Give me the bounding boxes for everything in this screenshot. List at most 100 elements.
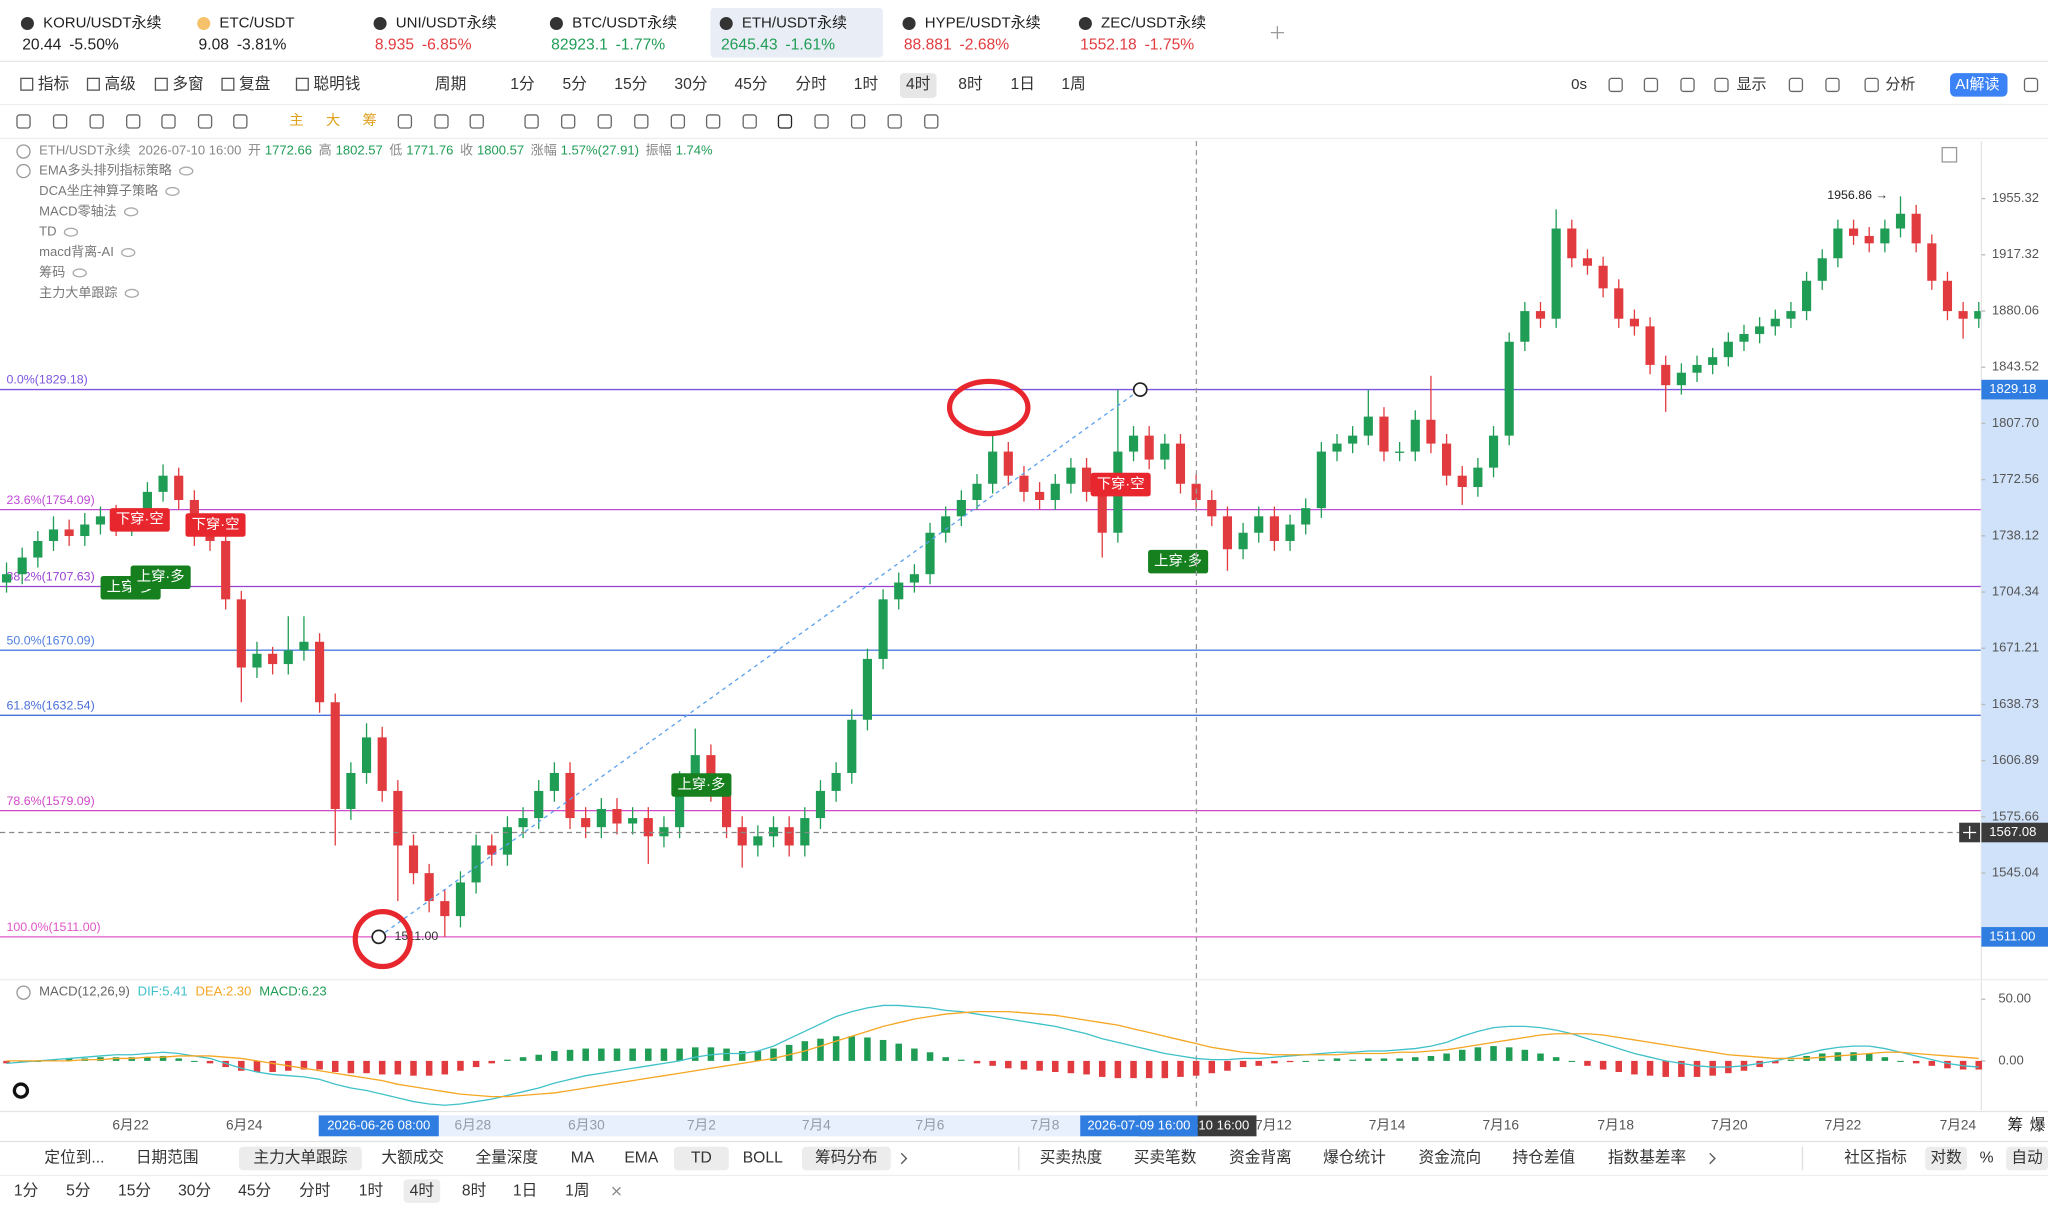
trend-handle[interactable] <box>371 929 387 945</box>
bottom-button[interactable]: 自动 <box>2011 1149 2042 1167</box>
toolbar-right-button[interactable]: 分析 <box>1885 76 1915 93</box>
toolbar-icon[interactable] <box>1643 77 1659 93</box>
interval-button[interactable]: 1日 <box>1011 76 1035 93</box>
bottom-button[interactable]: 定位到... <box>44 1149 104 1167</box>
draw-tool-icon[interactable] <box>197 114 213 129</box>
trend-handle[interactable] <box>1132 382 1148 397</box>
bottom-button[interactable]: BOLL <box>743 1150 783 1167</box>
toolbar-right-button[interactable]: AI解读 <box>1955 76 1999 93</box>
tab-quote[interactable]: 2645.43 -1.61% <box>721 37 835 54</box>
draw-tool-icon[interactable] <box>634 114 649 129</box>
draw-tool-icon[interactable] <box>705 114 721 129</box>
bottom-button[interactable]: 指数基差率 <box>1608 1149 1686 1167</box>
draw-tool-icon[interactable] <box>397 114 413 129</box>
add-tab[interactable] <box>1270 26 1284 40</box>
bottom-button[interactable]: 全量深度 <box>475 1149 538 1167</box>
draw-tool-icon[interactable] <box>814 114 829 129</box>
bottom-button[interactable]: 主力大单跟踪 <box>253 1149 347 1167</box>
bottom-button[interactable]: 资金流向 <box>1418 1149 1481 1167</box>
bottom-button[interactable]: 对数 <box>1930 1149 1962 1167</box>
interval-button[interactable]: 30分 <box>674 75 707 93</box>
bottom-button[interactable]: 社区指标 <box>1844 1149 1907 1167</box>
tab-name[interactable]: ZEC/USDT永续 <box>1101 14 1206 31</box>
interval-button[interactable]: 5分 <box>563 75 588 93</box>
bottom-interval[interactable]: 45分 <box>238 1181 271 1199</box>
bottom-button[interactable]: TD <box>691 1150 712 1167</box>
visibility-icon[interactable] <box>121 248 136 258</box>
collapse-icon[interactable] <box>16 144 31 159</box>
bottom-button[interactable]: % <box>1980 1150 1994 1167</box>
interval-button[interactable]: 1时 <box>854 75 879 93</box>
toolbar-icon[interactable] <box>1680 77 1695 93</box>
bottom-interval[interactable]: 4时 <box>410 1181 435 1199</box>
bottom-button[interactable]: 买卖笔数 <box>1134 1149 1197 1167</box>
tab-quote[interactable]: 20.44 -5.50% <box>22 37 119 54</box>
indicator-name[interactable]: 筹码 <box>39 264 65 279</box>
more-arrow[interactable] <box>900 1152 908 1165</box>
toolbar-right-button[interactable]: 0s <box>1571 76 1587 93</box>
draw-tool-icon[interactable] <box>524 114 539 129</box>
draw-tool-icon[interactable] <box>597 114 612 129</box>
expand-icon[interactable] <box>1941 146 1958 163</box>
draw-tool-icon[interactable] <box>924 114 939 129</box>
draw-tool-icon[interactable] <box>89 114 104 129</box>
tab-name[interactable]: ETH/USDT永续 <box>742 14 847 31</box>
indicator-name[interactable]: macd背离-AI <box>39 244 114 259</box>
draw-tool-icon[interactable] <box>560 114 576 129</box>
draw-tool-icon[interactable] <box>850 114 866 129</box>
draw-tool-icon[interactable] <box>126 114 141 129</box>
toolbar-button[interactable]: 复盘 <box>239 74 270 93</box>
indicator-name[interactable]: MACD零轴法 <box>39 203 117 218</box>
bottom-interval[interactable]: 分时 <box>299 1181 331 1199</box>
draw-tool-icon[interactable] <box>52 114 68 129</box>
draw-tool-icon[interactable] <box>777 114 793 129</box>
bottom-interval[interactable]: 1周 <box>565 1182 589 1199</box>
draw-tool-icon[interactable] <box>161 114 176 129</box>
bottom-button[interactable]: 大额成交 <box>381 1149 444 1167</box>
toolbar-icon[interactable] <box>1788 77 1804 93</box>
tab-name[interactable]: ETC/USDT <box>219 14 294 31</box>
bottom-button[interactable]: 爆仓统计 <box>1323 1148 1386 1167</box>
bottom-interval[interactable]: 30分 <box>178 1181 211 1199</box>
bottom-button[interactable]: EMA <box>624 1150 658 1167</box>
indicator-name[interactable]: TD <box>39 224 56 239</box>
bottom-button[interactable]: 资金背离 <box>1229 1149 1292 1167</box>
bottom-interval[interactable]: 8时 <box>462 1181 487 1199</box>
interval-button[interactable]: 分时 <box>795 75 827 93</box>
toolbar-button[interactable]: 高级 <box>104 75 136 93</box>
bottom-button[interactable]: 筹码分布 <box>815 1149 878 1167</box>
visibility-icon[interactable] <box>123 207 139 217</box>
draw-tool-icon[interactable] <box>469 114 484 129</box>
visibility-icon[interactable] <box>72 268 87 278</box>
axis-side-button[interactable]: 爆 <box>2030 1115 2046 1134</box>
toolbar-icon[interactable] <box>1714 77 1729 93</box>
tab-quote[interactable]: 88.881 -2.68% <box>904 37 1009 54</box>
draw-tool-icon[interactable] <box>233 114 248 129</box>
bottom-button[interactable]: 日期范围 <box>136 1149 199 1167</box>
bottom-interval[interactable]: 5分 <box>66 1181 91 1199</box>
tab-name[interactable]: HYPE/USDT永续 <box>925 14 1041 31</box>
toolbar-icon[interactable] <box>2023 77 2039 93</box>
bottom-interval[interactable]: 1时 <box>359 1181 384 1199</box>
interval-button[interactable]: 1分 <box>510 75 535 93</box>
bottom-button[interactable]: MA <box>571 1150 595 1167</box>
draw-tool-icon[interactable] <box>434 114 449 129</box>
toolbar-button[interactable]: 指标 <box>38 75 69 93</box>
interval-button[interactable]: 4时 <box>906 75 931 93</box>
interval-button[interactable]: 45分 <box>734 75 767 93</box>
tab-name[interactable]: KORU/USDT永续 <box>43 14 161 31</box>
toolbar-button[interactable]: 周期 <box>435 75 466 93</box>
draw-tool-icon[interactable] <box>16 114 31 129</box>
tab-name[interactable]: BTC/USDT永续 <box>572 14 677 31</box>
interval-button[interactable]: 1周 <box>1061 76 1085 93</box>
indicator-name[interactable]: 主力大单跟踪 <box>39 285 117 300</box>
draw-tool-icon[interactable] <box>670 114 686 129</box>
collapse-icon[interactable] <box>16 985 31 1000</box>
collapse-icon[interactable] <box>16 163 31 179</box>
visibility-icon[interactable] <box>63 227 79 237</box>
tab-quote[interactable]: 82923.1 -1.77% <box>551 37 665 54</box>
toolbar-button[interactable]: 聪明钱 <box>313 75 360 93</box>
more-arrow[interactable] <box>1709 1152 1716 1165</box>
tab-quote[interactable]: 1552.18 -1.75% <box>1080 37 1194 54</box>
bottom-interval[interactable]: 1分 <box>14 1181 39 1199</box>
